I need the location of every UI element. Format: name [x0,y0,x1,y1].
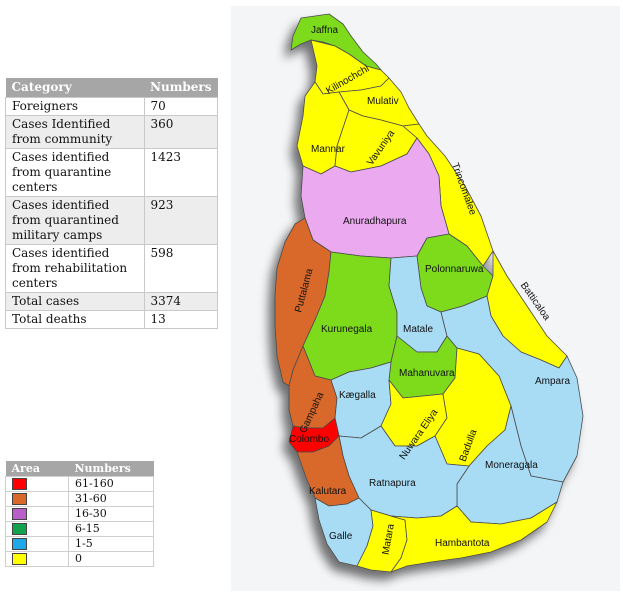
row-value: 70 [143,97,218,116]
legend-numbers-header: Numbers [68,461,154,477]
label-jaffna: Jaffna [311,25,338,36]
table-row: Total deaths 13 [5,310,218,329]
row-category: Total cases [5,292,145,311]
table-row: Cases identified from quarantine centers… [5,148,218,197]
table-row: Cases identified from rehabilitation cen… [5,244,218,293]
row-category: Foreigners [5,97,145,116]
legend-item: 1-5 [5,536,154,552]
legend-swatch [12,538,27,550]
label-ampara: Ampara [535,376,570,387]
legend-range: 1-5 [68,536,154,552]
label-moneragala: Moneragala [485,460,538,471]
row-category: Total deaths [5,310,145,329]
legend-swatch [12,523,27,535]
label-kurunegala: Kurunegala [321,324,373,335]
row-value: 923 [143,196,218,245]
legend-item: 6-15 [5,521,154,537]
legend-swatch [12,493,27,505]
label-anuradhapura: Anuradhapura [343,216,407,227]
label-mahanuvara: Mahanuvara [399,368,455,379]
row-category: Cases Identified from community [5,115,145,149]
legend-range: 61-160 [68,476,154,492]
district-hambantota [390,501,558,573]
district-kalutara [296,435,360,507]
legend-range: 31-60 [68,491,154,507]
label-kalutara: Kalutara [309,486,347,497]
row-value: 598 [143,244,218,293]
row-value: 360 [143,115,218,149]
legend-item: 16-30 [5,506,154,522]
legend-range: 16-30 [68,506,154,522]
label-colombo: Colombo [289,434,329,445]
sri-lanka-district-map: Jaffna Kilinochchi Mulativ Mannar Vavuni… [231,6,620,591]
label-polonnaruwa: Polonnaruwa [425,264,484,275]
legend-item: 0 [5,551,154,567]
label-hambantota: Hambantota [435,538,490,549]
category-column-header: Category [5,78,144,98]
case-statistics-table: Category Numbers Foreigners 70 Cases Ide… [5,78,218,329]
legend-range: 6-15 [68,521,154,537]
row-value: 13 [143,310,218,329]
legend-swatch [12,478,27,490]
map-legend: Area Numbers 61-160 31-60 16-30 6-15 1-5… [5,461,154,567]
legend-swatch [12,508,27,520]
area-column-header: Area [5,461,69,477]
table-row: Cases Identified from community 360 [5,115,218,149]
table-row: Total cases 3374 [5,292,218,311]
label-galle: Galle [329,531,353,542]
row-value: 3374 [143,292,218,311]
label-matara: Matara [381,523,397,556]
legend-item: 61-160 [5,476,154,492]
legend-swatch [12,553,27,565]
label-mulativ: Mulativ [367,96,399,107]
legend-item: 31-60 [5,491,154,507]
label-ratnapura: Ratnapura [369,478,416,489]
table-row: Cases identified from quarantined milita… [5,196,218,245]
row-value: 1423 [143,148,218,197]
table-header-row: Category Numbers [5,78,218,98]
row-category: Cases identified from rehabilitation cen… [5,244,145,293]
numbers-column-header: Numbers [144,78,218,98]
table-row: Foreigners 70 [5,97,218,116]
legend-header-row: Area Numbers [5,461,154,477]
label-kaegalla: Kægalla [339,390,376,401]
label-matale: Matale [403,324,433,335]
label-mannar: Mannar [311,144,346,155]
legend-range: 0 [68,551,154,567]
row-category: Cases identified from quarantine centers [5,148,145,197]
row-category: Cases identified from quarantined milita… [5,196,145,245]
